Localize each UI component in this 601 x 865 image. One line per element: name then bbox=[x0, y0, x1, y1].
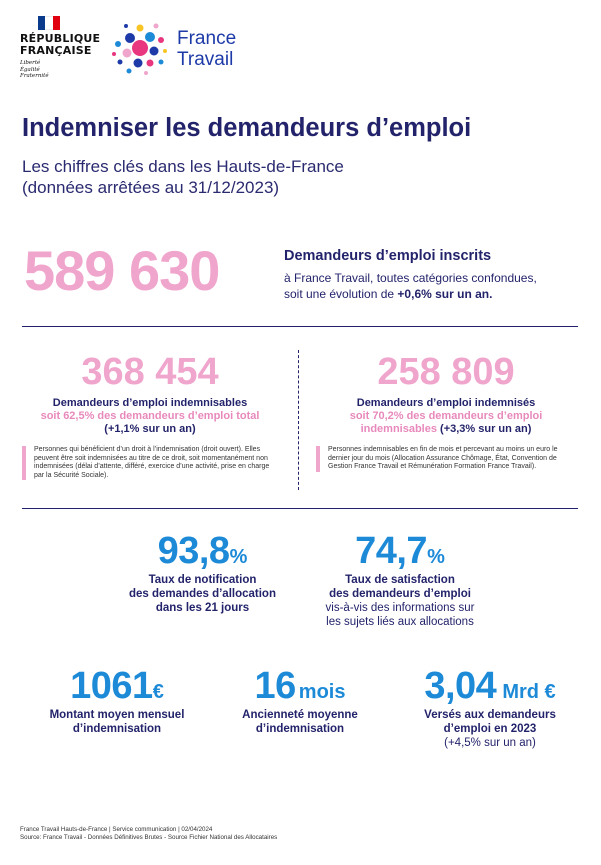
motto: Liberté Égalité Fraternité bbox=[20, 60, 49, 80]
verses-value: 3,04 bbox=[424, 665, 497, 707]
france-travail-logo-icon bbox=[112, 23, 167, 75]
main-stat-desc2: soit une évolution de +0,6% sur un an. bbox=[284, 286, 537, 302]
indemnisables-block: 368 454 Demandeurs d’emploi indemnisable… bbox=[20, 352, 280, 436]
subtitle-line1: Les chiffres clés dans les Hauts-de-Fran… bbox=[22, 157, 344, 176]
footer-source: Source: France Travail - Données Définit… bbox=[20, 833, 278, 841]
main-stat-description: à France Travail, toutes catégories conf… bbox=[284, 270, 537, 302]
satisfaction-value: 74,7 bbox=[355, 530, 428, 572]
indemnises-value: 258 809 bbox=[377, 351, 515, 393]
page-subtitle: Les chiffres clés dans les Hauts-de-Fran… bbox=[22, 156, 344, 198]
anciennete-block: 16 mois Ancienneté moyenne d’indemnisatio… bbox=[215, 665, 385, 736]
verses-change: (+4,5% sur un an) bbox=[444, 737, 536, 749]
indemnisables-share: soit 62,5% des demandeurs d’emploi total bbox=[40, 410, 260, 422]
indemnises-note: Personnes indemnisables en fin de mois e… bbox=[316, 446, 574, 472]
french-flag-icon bbox=[38, 16, 60, 30]
indemnisables-value: 368 454 bbox=[81, 351, 219, 393]
page-title: Indemniser les demandeurs d’emploi bbox=[22, 114, 472, 142]
indemnises-block: 258 809 Demandeurs d’emploi indemnisés s… bbox=[316, 352, 576, 436]
satisfaction-block: 74,7% Taux de satisfaction des demandeur… bbox=[300, 530, 500, 629]
notification-unit: % bbox=[229, 546, 248, 568]
notification-value: 93,8 bbox=[157, 530, 230, 572]
main-stat-desc1: à France Travail, toutes catégories conf… bbox=[284, 271, 537, 285]
motto-liberte: Liberté bbox=[20, 60, 41, 66]
divider-bottom bbox=[22, 508, 578, 509]
verses-block: 3,04 Mrd € Versés aux demandeurs d’emploi… bbox=[395, 665, 585, 750]
indemnisables-note: Personnes qui bénéficient d’un droit à l… bbox=[22, 446, 280, 480]
montant-value: 1061 bbox=[70, 665, 153, 707]
footer-line1: France Travail Hauts-de-France | Service… bbox=[20, 826, 213, 833]
satisfaction-detail1: vis-à-vis des informations sur bbox=[325, 602, 475, 614]
republique-francaise-logo: RÉPUBLIQUE FRANÇAISE bbox=[20, 33, 100, 57]
montant-label2: d’indemnisation bbox=[72, 723, 162, 735]
verses-label2: d’emploi en 2023 bbox=[443, 723, 537, 735]
footer: France Travail Hauts-de-France | Service… bbox=[20, 826, 277, 841]
montant-label1: Montant moyen mensuel bbox=[49, 709, 185, 721]
main-stat-change: +0,6% sur un an. bbox=[397, 287, 493, 301]
main-stat-value: 589 630 bbox=[24, 239, 220, 302]
republique-line2: FRANÇAISE bbox=[20, 44, 92, 57]
indemnisables-change: (+1,1% sur un an) bbox=[104, 423, 196, 435]
divider-top bbox=[22, 326, 578, 327]
montant-unit: € bbox=[152, 681, 164, 703]
subtitle-line2: (données arrêtées au 31/12/2023) bbox=[22, 178, 280, 197]
indemnises-share: soit 70,2% des demandeurs d’emploi bbox=[349, 410, 543, 422]
notification-label3: dans les 21 jours bbox=[155, 602, 250, 614]
verses-label1: Versés aux demandeurs bbox=[424, 709, 556, 721]
satisfaction-detail2: les sujets liés aux allocations bbox=[326, 616, 474, 628]
republique-line1: RÉPUBLIQUE bbox=[20, 32, 101, 45]
anciennete-value: 16 bbox=[254, 665, 297, 707]
france-travail-wordmark: France Travail bbox=[177, 28, 236, 70]
satisfaction-label2: des demandeurs d’emploi bbox=[329, 588, 471, 600]
notification-label1: Taux de notification bbox=[148, 574, 257, 586]
anciennete-label2: d’indemnisation bbox=[255, 723, 345, 735]
satisfaction-unit: % bbox=[427, 546, 445, 568]
motto-fraternite: Fraternité bbox=[20, 73, 49, 79]
indemnisables-title: Demandeurs d’emploi indemnisables bbox=[52, 397, 248, 409]
anciennete-label1: Ancienneté moyenne bbox=[242, 709, 358, 721]
brand-line2: Travail bbox=[177, 49, 234, 70]
satisfaction-label1: Taux de satisfaction bbox=[345, 574, 455, 586]
anciennete-unit: mois bbox=[298, 681, 346, 703]
main-stat-title: Demandeurs d’emploi inscrits bbox=[284, 248, 492, 264]
verses-unit: Mrd € bbox=[502, 681, 556, 703]
indemnises-share2: indemnisables bbox=[360, 423, 437, 435]
main-stat-desc2-text: soit une évolution de bbox=[284, 287, 398, 301]
motto-egalite: Égalité bbox=[20, 66, 40, 73]
montant-block: 1061€ Montant moyen mensuel d’indemnisat… bbox=[22, 665, 212, 736]
column-separator bbox=[298, 350, 299, 490]
notification-block: 93,8% Taux de notification des demandes … bbox=[110, 530, 295, 615]
indemnises-line3: indemnisables (+3,3% sur un an) bbox=[316, 423, 576, 436]
indemnises-change: (+3,3% sur un an) bbox=[436, 423, 532, 435]
brand-line1: France bbox=[177, 28, 237, 49]
notification-label2: des demandes d’allocation bbox=[129, 588, 276, 600]
indemnises-title: Demandeurs d’emploi indemnisés bbox=[356, 397, 536, 409]
